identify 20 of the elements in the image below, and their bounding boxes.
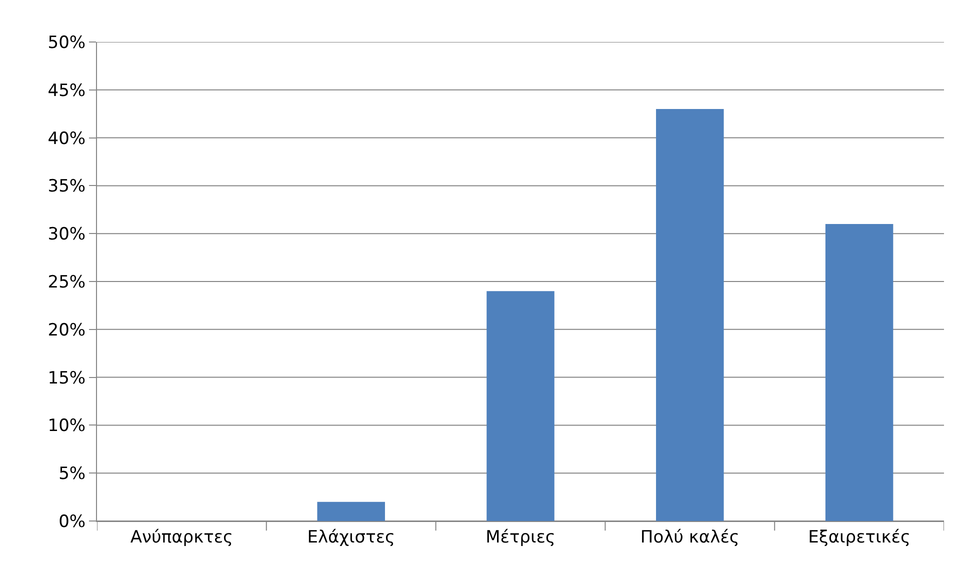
x-tick-label: Μέτριες xyxy=(486,527,556,548)
x-tick-label: Ανύπαρκτες xyxy=(130,527,234,548)
x-tick-label: Ελάχιστες xyxy=(307,527,395,548)
bar xyxy=(486,291,554,521)
y-tick-label: 50% xyxy=(48,32,86,53)
bar xyxy=(317,502,385,521)
y-tick-label: 35% xyxy=(48,176,86,197)
bar xyxy=(656,109,724,521)
y-tick-label: 25% xyxy=(48,272,86,292)
y-tick-label: 45% xyxy=(48,80,86,101)
y-tick-label: 0% xyxy=(58,512,86,532)
y-tick-label: 5% xyxy=(58,464,86,484)
x-tick-label: Πολύ καλές xyxy=(640,527,740,548)
bar xyxy=(825,224,894,521)
y-tick-label: 10% xyxy=(48,416,86,436)
y-tick-label: 40% xyxy=(48,128,86,149)
y-tick-label: 30% xyxy=(48,224,86,245)
y-tick-label: 20% xyxy=(48,320,86,340)
x-tick-label: Εξαιρετικές xyxy=(808,527,910,548)
y-tick-label: 15% xyxy=(48,368,86,388)
